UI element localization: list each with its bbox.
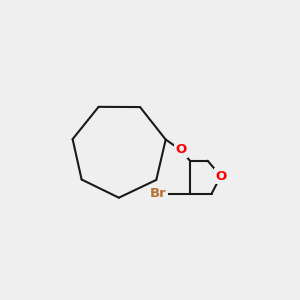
Text: O: O (175, 143, 186, 157)
Text: Br: Br (150, 187, 167, 200)
Text: O: O (215, 169, 226, 183)
